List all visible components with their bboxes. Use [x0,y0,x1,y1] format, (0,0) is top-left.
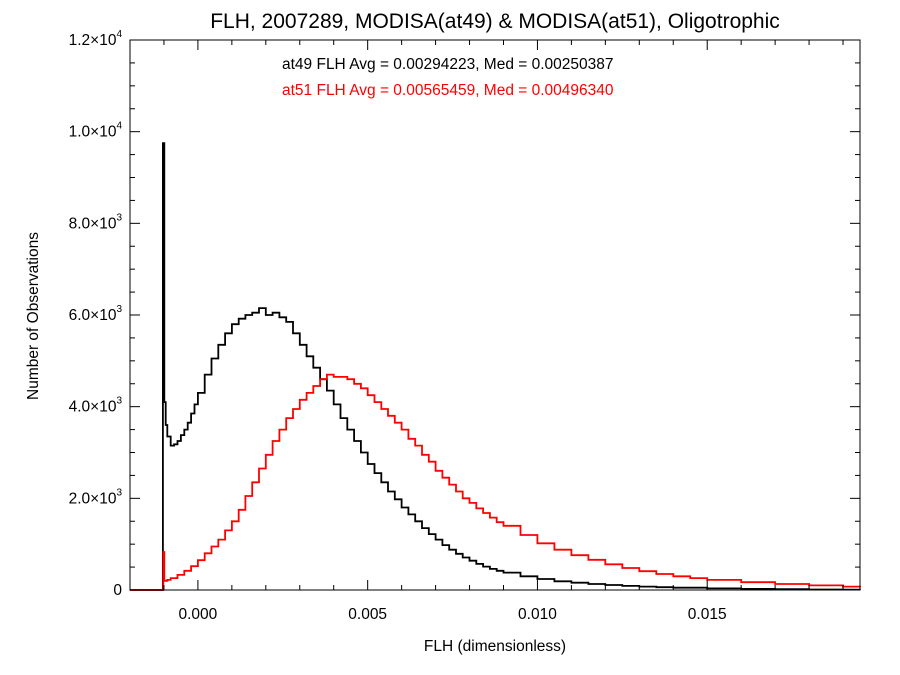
y-tick-label: 0 [113,582,122,599]
x-tick-label: 0.005 [348,606,387,623]
y-tick-label: 1.0×104 [69,121,123,141]
y-tick-label: 6.0×103 [69,304,123,324]
plot-frame [129,39,861,591]
y-axis-label: Number of Observations [25,232,42,400]
series-line-0 [130,142,861,591]
y-tick-label: 2.0×103 [69,487,123,507]
y-tick-label: 1.2×104 [69,29,123,49]
x-axis-label: FLH (dimensionless) [424,638,566,655]
y-tick-label: 4.0×103 [69,396,123,416]
annotation-at49: at49 FLH Avg = 0.00294223, Med = 0.00250… [282,56,614,73]
series-line-1 [130,373,861,591]
chart-title: FLH, 2007289, MODISA(at49) & MODISA(at51… [210,10,780,33]
x-tick-label: 0.010 [518,606,557,623]
x-tick-label: 0.015 [688,606,727,623]
annotation-at51: at51 FLH Avg = 0.00565459, Med = 0.00496… [282,82,614,99]
y-tick-label: 8.0×103 [69,212,123,232]
plot-area: 0.000 0.005 0.010 0.015 0 2.0×103 4.0×103 6.0×1… [69,29,861,623]
x-tick-label: 0.000 [179,606,218,623]
